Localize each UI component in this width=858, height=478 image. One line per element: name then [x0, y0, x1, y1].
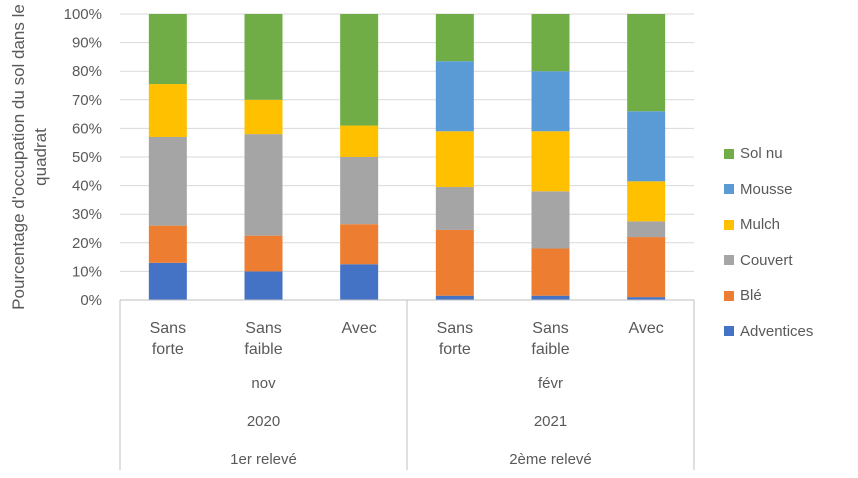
- legend-item: Mousse: [724, 172, 854, 208]
- x-tick-label: faible: [244, 341, 282, 358]
- bar-segment-sol-nu: [148, 14, 187, 85]
- legend-label: Adventices: [740, 322, 814, 340]
- gridlines: [120, 13, 694, 301]
- bar-segment-adventices: [244, 271, 283, 300]
- y-axis-label: Pourcentage d'occupation du sol dans le q…: [9, 4, 50, 310]
- legend-swatch: [724, 184, 734, 195]
- legend-swatch: [724, 219, 734, 230]
- y-tick-labels: 0% 10% 20% 30% 40% 50% 60% 70% 80% 90% 100%: [64, 6, 102, 309]
- legend-item: Sol nu: [724, 136, 854, 172]
- bar-segment-sol-nu: [627, 14, 666, 112]
- bar-segment-mulch: [435, 131, 474, 188]
- legend-label: Mousse: [740, 180, 793, 198]
- y-tick-label: 30%: [72, 206, 102, 223]
- legend-swatch: [724, 326, 734, 337]
- bar-segment-bl-: [435, 229, 474, 296]
- bars: [148, 14, 666, 300]
- bar-segment-bl-: [148, 225, 187, 263]
- legend-swatch: [724, 290, 734, 301]
- legend-label: Mulch: [740, 216, 781, 234]
- y-tick-label: 100%: [64, 6, 102, 23]
- x-group-reading-label: 2ème relevé: [509, 451, 592, 468]
- bar-segment-adventices: [435, 295, 474, 300]
- x-tick-label: Sans: [150, 320, 186, 337]
- bar-segment-adventices: [340, 264, 379, 300]
- bar-segment-sol-nu: [531, 14, 570, 72]
- bar-segment-mulch: [627, 181, 666, 222]
- legend-label: Sol nu: [740, 145, 783, 163]
- y-tick-label: 60%: [72, 120, 102, 137]
- legend-item: Adventices: [724, 314, 854, 350]
- y-tick-label: 70%: [72, 92, 102, 109]
- legend-swatch: [724, 148, 734, 159]
- x-tick-label: forte: [152, 341, 184, 358]
- legend-item: Couvert: [724, 243, 854, 279]
- legend-swatch: [724, 255, 734, 266]
- y-tick-label: 0%: [80, 292, 102, 309]
- bar-segment-bl-: [340, 224, 379, 265]
- x-tick-label: Sans: [437, 320, 473, 337]
- bar-segment-couvert: [627, 221, 666, 238]
- bar-segment-sol-nu: [435, 14, 474, 62]
- x-group-month-label: févr: [538, 375, 563, 392]
- legend-label: Couvert: [740, 251, 793, 269]
- bar-segment-couvert: [531, 191, 570, 249]
- legend: Sol nu Mousse Mulch Couvert Blé Adventices: [724, 136, 854, 349]
- bar-segment-mulch: [148, 84, 187, 137]
- bar-segment-adventices: [627, 297, 666, 300]
- x-group-month-label: nov: [251, 375, 276, 392]
- legend-label: Blé: [740, 287, 762, 305]
- y-tick-label: 50%: [72, 149, 102, 166]
- y-tick-label: 10%: [72, 263, 102, 280]
- bar-segment-adventices: [531, 295, 570, 300]
- legend-item: Mulch: [724, 207, 854, 243]
- y-tick-label: 80%: [72, 63, 102, 80]
- bar-segment-bl-: [627, 237, 666, 298]
- x-group-reading-label: 1er relevé: [230, 451, 297, 468]
- y-tick-label: 20%: [72, 235, 102, 252]
- bar-segment-mulch: [244, 99, 283, 135]
- bar-segment-bl-: [244, 235, 283, 272]
- bar-segment-couvert: [244, 134, 283, 236]
- x-group-year-label: 2021: [534, 413, 567, 430]
- x-tick-label: Sans: [532, 320, 568, 337]
- bar-segment-sol-nu: [340, 14, 379, 126]
- bar-segment-couvert: [340, 157, 379, 225]
- x-tick-label: forte: [439, 341, 471, 358]
- bar-segment-sol-nu: [244, 14, 283, 100]
- y-tick-label: 90%: [72, 35, 102, 52]
- bar-segment-adventices: [148, 262, 187, 300]
- x-tick-label: Avec: [629, 320, 664, 337]
- x-group-year-label: 2020: [247, 413, 280, 430]
- x-tick-label: Sans: [245, 320, 281, 337]
- x-tick-label: Avec: [342, 320, 377, 337]
- legend-item: Blé: [724, 278, 854, 314]
- x-tick-label: faible: [531, 341, 569, 358]
- bar-segment-mousse: [531, 71, 570, 132]
- x-axis: Sans forte Sans faible Avec Sans forte Sans faib…: [119, 299, 695, 470]
- bar-segment-mulch: [531, 131, 570, 192]
- bar-segment-mousse: [627, 111, 666, 182]
- bar-segment-bl-: [531, 248, 570, 296]
- bar-segment-mulch: [340, 125, 379, 157]
- bar-segment-mousse: [435, 61, 474, 132]
- bar-segment-couvert: [148, 136, 187, 226]
- bar-segment-couvert: [435, 187, 474, 230]
- y-tick-label: 40%: [72, 178, 102, 195]
